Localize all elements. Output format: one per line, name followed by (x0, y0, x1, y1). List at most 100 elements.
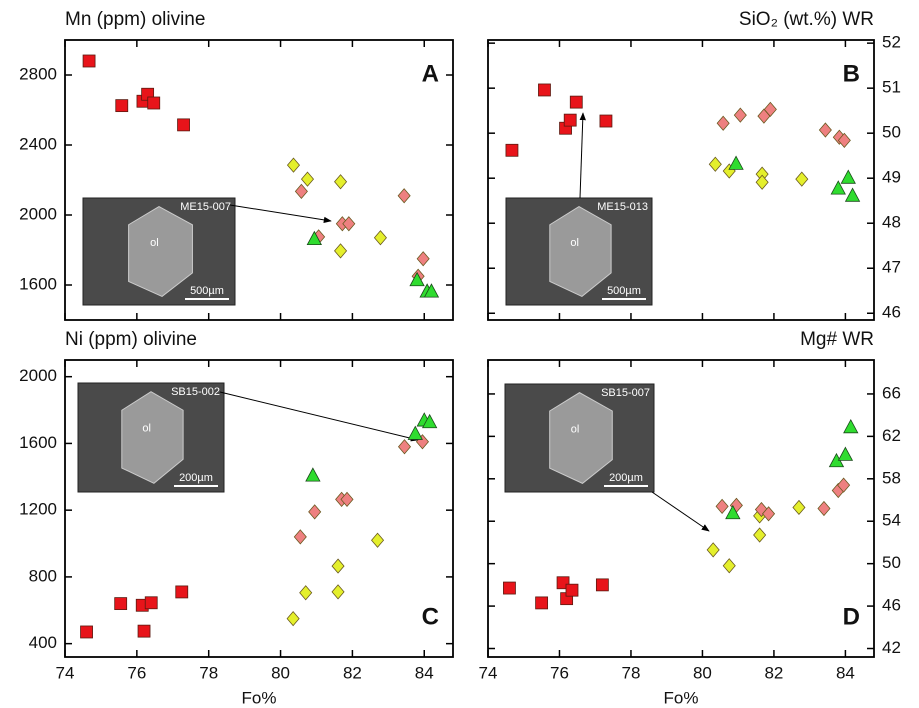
arrow (219, 391, 419, 442)
arrow (579, 112, 586, 199)
y-tick-label: 2400 (19, 134, 57, 153)
point (535, 596, 549, 610)
y-tick-label: 46 (882, 596, 901, 615)
inset-scale: 200µm (609, 472, 643, 484)
point (177, 118, 190, 132)
inset-sample: SB15-002 (171, 386, 220, 398)
point (754, 501, 768, 518)
point (115, 99, 129, 113)
point (144, 596, 158, 610)
point (306, 230, 322, 246)
arrow (651, 491, 710, 532)
point (837, 446, 854, 461)
point (82, 54, 96, 68)
y-tick-label: 49 (882, 168, 901, 187)
x-axis-label: Fo% (664, 688, 699, 707)
point (114, 597, 128, 611)
crystal (121, 391, 184, 484)
inset-image: ME15-007 ol 500µm (82, 197, 236, 306)
point (830, 180, 846, 195)
point (708, 156, 722, 172)
point (563, 113, 577, 127)
y-tick-label: 1200 (19, 500, 57, 519)
point (137, 624, 151, 638)
y-tick-label: 50 (882, 553, 901, 572)
y-tick-label: 51 (882, 78, 901, 97)
x-axis-label: Fo% (242, 688, 277, 707)
panel: Mn (ppm) olivine 1600 2000 2400 2800 ME15-007… (19, 9, 454, 321)
point (286, 611, 300, 627)
inset-phase: ol (142, 423, 151, 435)
point (716, 115, 730, 131)
x-tick-label: 74 (56, 663, 75, 682)
x-tick-label: 78 (199, 663, 218, 682)
x-tick-label: 74 (479, 663, 498, 682)
panel-letter: C (422, 603, 439, 630)
inset-sample: SB15-007 (601, 387, 650, 399)
point (595, 578, 609, 592)
inset-scale: 500µm (607, 285, 641, 297)
point (505, 143, 519, 157)
point (416, 251, 430, 267)
point (818, 122, 832, 138)
point (599, 114, 613, 128)
point (725, 504, 741, 520)
point (755, 174, 769, 190)
inset-scale: 500µm (190, 285, 224, 297)
inset-phase: ol (150, 237, 159, 249)
panel-title: SiO₂ (wt.%) WR (739, 9, 874, 30)
point (733, 107, 747, 123)
point (706, 542, 720, 558)
panel: Mg# WR 74 76 78 80 82 84 Fo% 42 46 50 54 58 62 66 SB15-… (479, 329, 901, 707)
point (397, 439, 412, 455)
y-tick-label: 47 (882, 258, 901, 277)
arrow (229, 204, 332, 224)
point (728, 155, 744, 170)
x-tick-label: 82 (764, 663, 783, 682)
x-tick-label: 84 (836, 663, 855, 682)
point (331, 584, 345, 600)
point (331, 558, 345, 574)
x-tick-label: 80 (693, 663, 712, 682)
point (334, 243, 348, 259)
y-tick-label: 1600 (19, 433, 57, 452)
x-tick-label: 84 (415, 663, 434, 682)
y-tick-label: 800 (29, 566, 57, 585)
panel-letter: D (843, 603, 860, 630)
x-tick-label: 76 (127, 663, 146, 682)
panel: SiO₂ (wt.%) WR 46 47 48 49 50 51 52 ME15-013 ol 50… (487, 9, 901, 322)
y-tick-label: 2800 (19, 64, 57, 83)
point (300, 171, 315, 187)
point (293, 529, 307, 545)
point (308, 504, 322, 520)
y-tick-label: 48 (882, 213, 901, 232)
point (175, 585, 189, 599)
point (792, 499, 806, 516)
point (373, 230, 387, 246)
point (795, 171, 809, 187)
inset-sample: ME15-013 (597, 201, 648, 213)
point (837, 132, 851, 149)
point (286, 157, 301, 173)
point (753, 527, 767, 543)
point (762, 506, 776, 522)
panel-letter: A (422, 60, 439, 87)
point (844, 187, 861, 202)
point (843, 418, 859, 434)
inset-image: SB15-002 ol 200µm (77, 382, 225, 493)
inset-phase: ol (571, 423, 580, 435)
point (538, 83, 551, 97)
y-tick-label: 50 (882, 123, 901, 142)
x-tick-label: 78 (622, 663, 641, 682)
y-tick-label: 2000 (19, 204, 57, 223)
plot-frame (64, 39, 454, 321)
point (817, 500, 831, 517)
y-tick-label: 62 (882, 426, 901, 445)
crystal (549, 205, 612, 298)
point (342, 216, 356, 232)
inset-image: SB15-007 ol 200µm (504, 383, 655, 493)
point (340, 491, 354, 507)
y-tick-label: 58 (882, 468, 901, 487)
